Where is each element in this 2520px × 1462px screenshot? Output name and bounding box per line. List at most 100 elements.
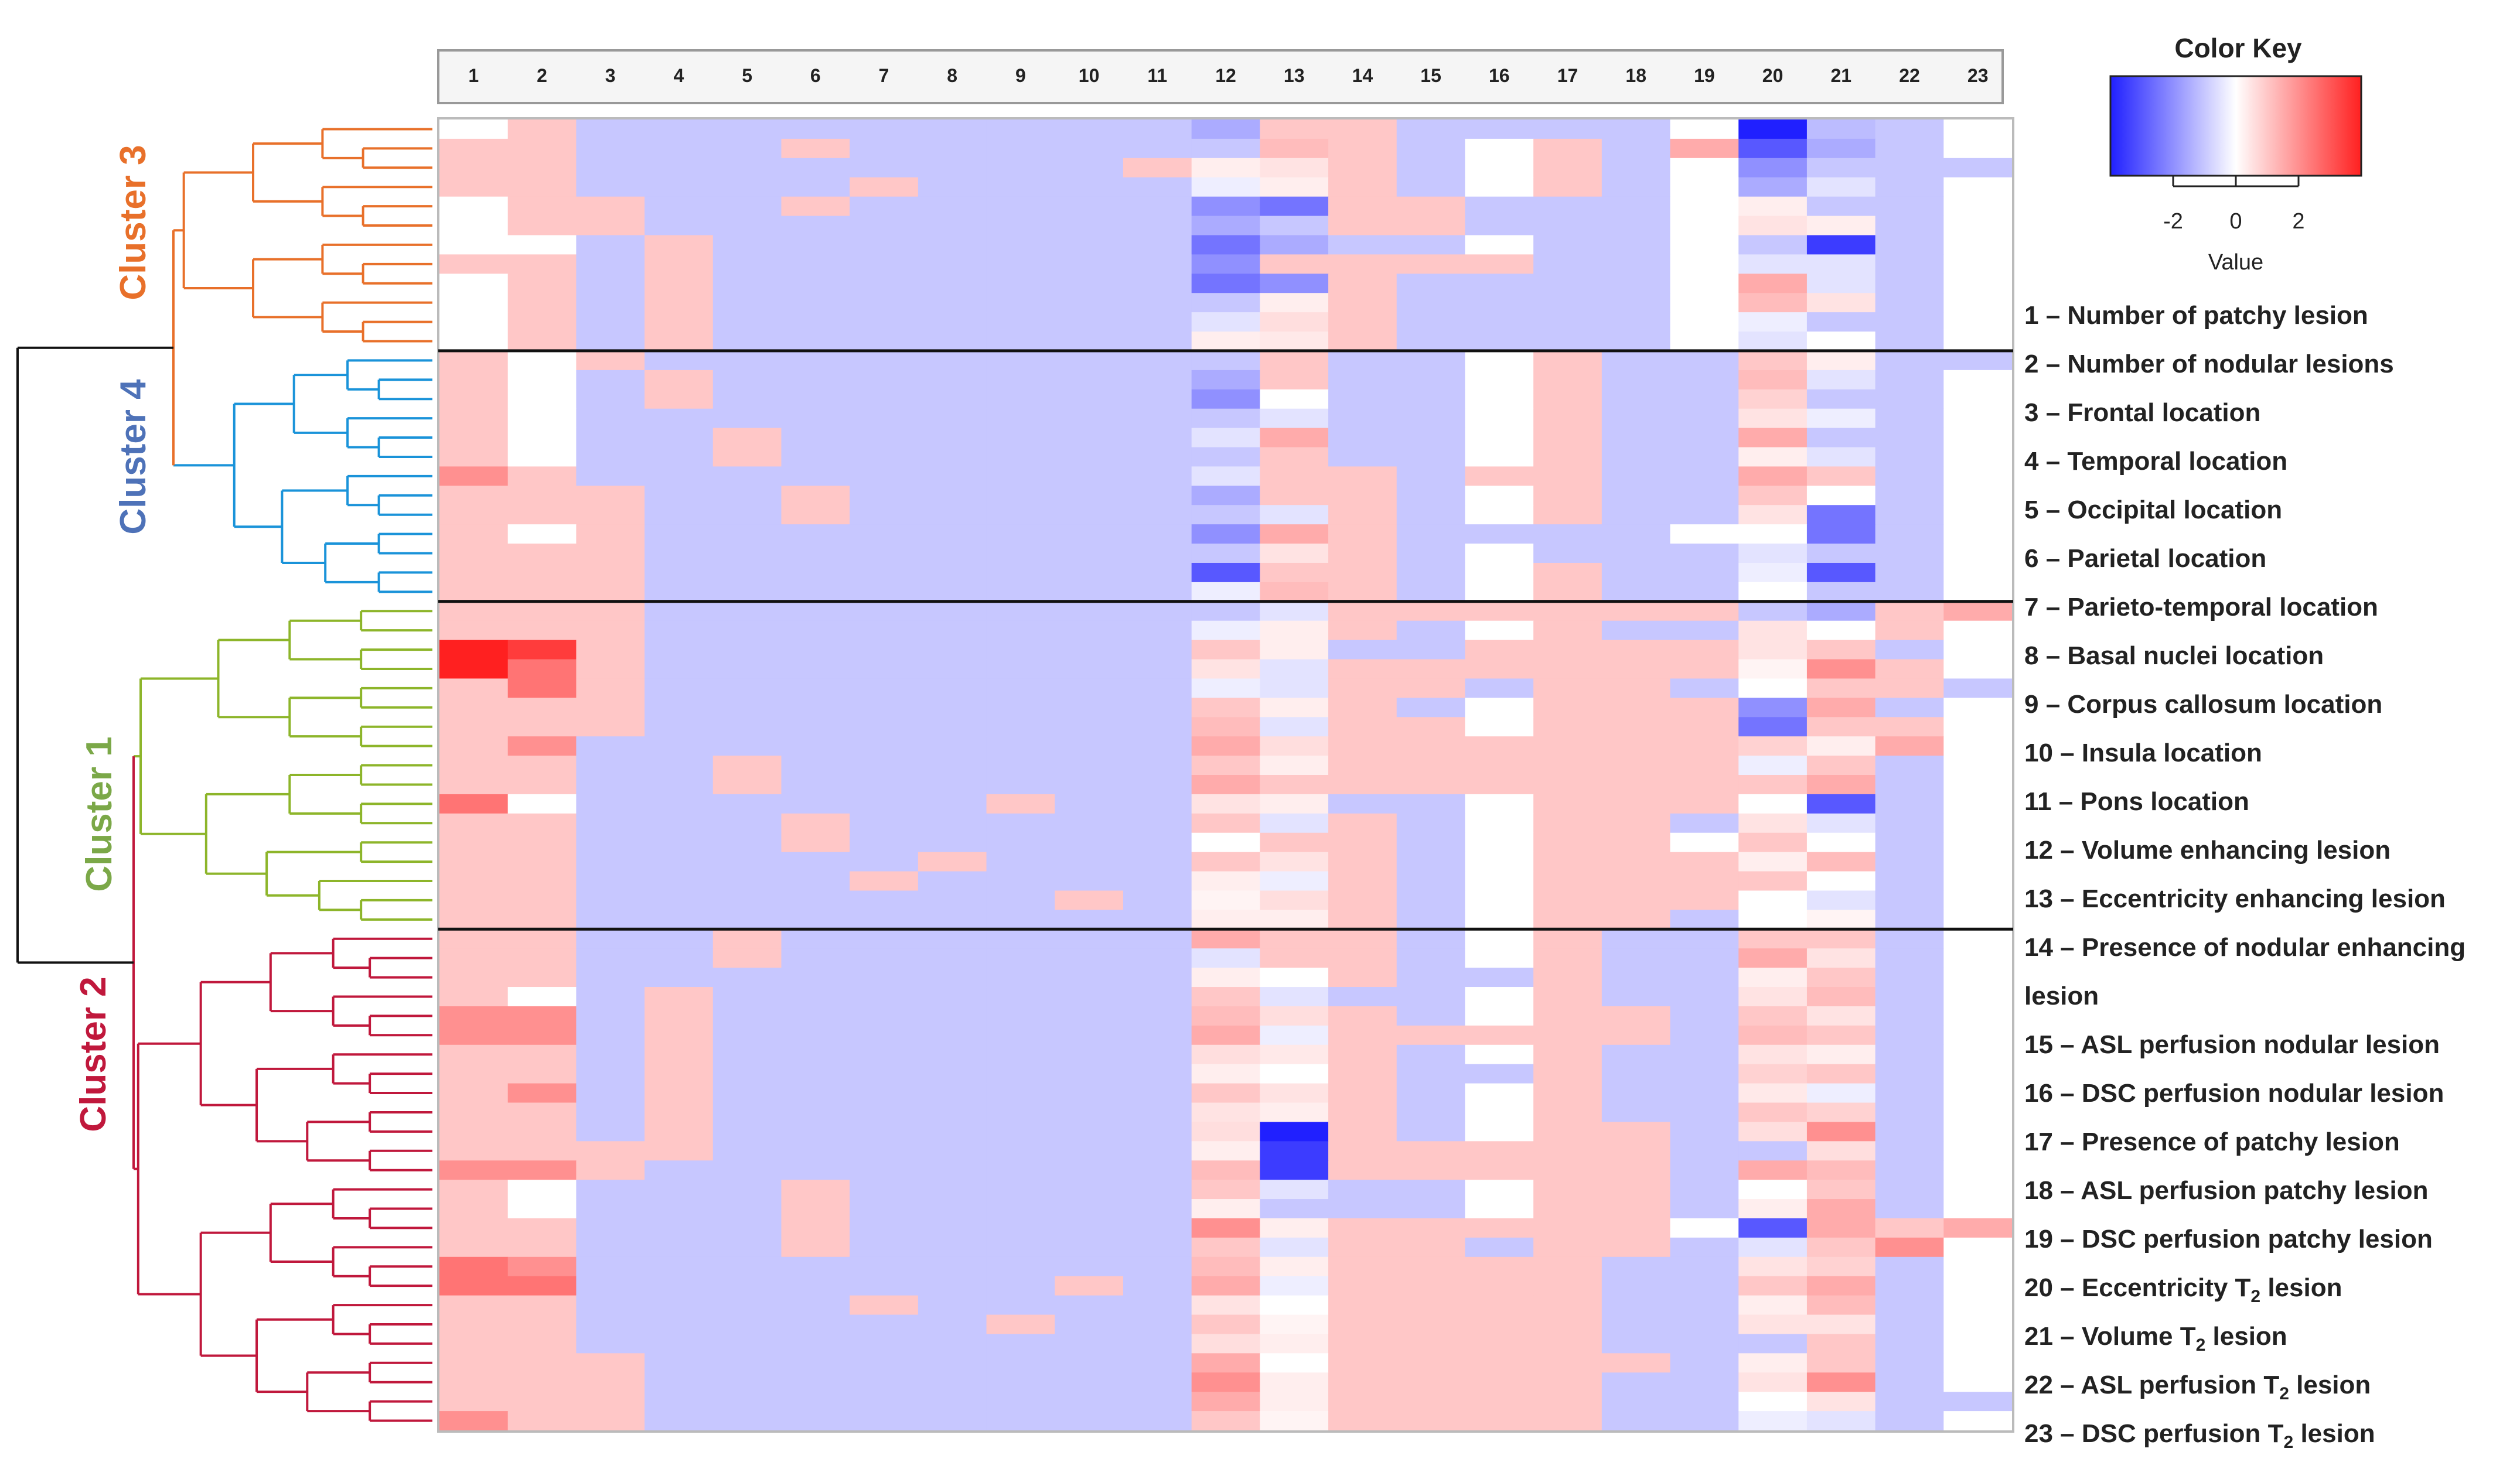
heatmap-cell [1260, 871, 1329, 891]
heatmap-cell [1465, 158, 1534, 178]
heatmap-cell [1260, 119, 1329, 139]
heatmap-cell [645, 370, 714, 390]
heatmap-cell [439, 293, 509, 313]
heatmap-cell [781, 582, 850, 602]
heatmap-cell [576, 486, 645, 505]
heatmap-cell [1328, 1025, 1397, 1046]
heatmap-cell [1396, 1044, 1466, 1065]
heatmap-cell [439, 1411, 509, 1431]
heatmap-cell [1533, 640, 1602, 660]
heatmap-cell [507, 312, 577, 332]
heatmap-cell [1943, 756, 2013, 776]
heatmap-cell [1465, 1199, 1534, 1219]
heatmap-cell [712, 1006, 782, 1026]
heatmap-cell [918, 1064, 987, 1084]
heatmap-cell [507, 254, 577, 274]
heatmap-cell [576, 196, 645, 217]
heatmap-cell [1738, 1334, 1808, 1354]
heatmap-cell [507, 370, 577, 390]
heatmap-cell [1670, 1256, 1739, 1277]
heatmap-cell [507, 717, 577, 737]
heatmap-cell [918, 1218, 987, 1238]
heatmap-cell [1191, 1044, 1260, 1065]
heatmap-cell [1123, 544, 1192, 563]
heatmap-cell [1191, 447, 1260, 467]
heatmap-cell [576, 312, 645, 332]
heatmap-cell [850, 678, 919, 698]
heatmap-cell [1533, 1334, 1602, 1354]
heatmap-cell [1191, 1218, 1260, 1238]
heatmap-cell [781, 447, 850, 467]
heatmap-cell [1533, 1044, 1602, 1065]
column-header-box [437, 49, 2004, 104]
heatmap-cell [1943, 620, 2013, 641]
heatmap-cell [576, 890, 645, 910]
heatmap-cell [439, 138, 509, 159]
heatmap-cell [850, 1160, 919, 1180]
heatmap-cell [918, 370, 987, 390]
heatmap-cell [439, 794, 509, 814]
heatmap-cell [645, 1102, 714, 1123]
heatmap-cell [1670, 794, 1739, 814]
heatmap-cell [576, 254, 645, 274]
heatmap-cell [850, 620, 919, 641]
heatmap-cell [918, 1044, 987, 1065]
heatmap-cell [1260, 196, 1329, 217]
heatmap-cell [1055, 794, 1124, 814]
heatmap-cell [1738, 968, 1808, 988]
legend-item: 13 – Eccentricity enhancing lesion [2024, 884, 2446, 913]
heatmap-cell [1943, 466, 2013, 486]
heatmap-cell [576, 736, 645, 756]
heatmap-cell [439, 1334, 509, 1354]
heatmap-cell [986, 852, 1055, 872]
heatmap-cell [1465, 466, 1534, 486]
heatmap-cell [1875, 948, 1944, 968]
heatmap-cell [439, 1199, 509, 1219]
heatmap-cell [1738, 312, 1808, 332]
heatmap-cell [712, 274, 782, 293]
heatmap-cell [712, 293, 782, 313]
heatmap-cell [507, 389, 577, 409]
heatmap-cell [781, 832, 850, 853]
heatmap-cell [1396, 601, 1466, 621]
heatmap-cell [1191, 640, 1260, 660]
heatmap-cell [712, 1314, 782, 1335]
heatmap-cell [645, 254, 714, 274]
heatmap-cell [507, 216, 577, 236]
heatmap-cell [1396, 1102, 1466, 1123]
heatmap-cell [1738, 756, 1808, 776]
heatmap-cell [850, 544, 919, 563]
heatmap-cell [986, 466, 1055, 486]
heatmap-cell [1328, 813, 1397, 834]
heatmap-cell [712, 871, 782, 891]
heatmap-cell [439, 1218, 509, 1238]
heatmap-cell [1943, 332, 2013, 351]
heatmap-cell [986, 968, 1055, 988]
heatmap-cell [1465, 1083, 1534, 1104]
heatmap-cell [1601, 524, 1671, 544]
heatmap-cell [918, 428, 987, 448]
heatmap-cell [507, 1237, 577, 1258]
heatmap-cell [1328, 929, 1397, 949]
heatmap-cell [1123, 1064, 1192, 1084]
heatmap-cell [1943, 177, 2013, 197]
heatmap-cell [1123, 119, 1192, 139]
heatmap-cell [918, 852, 987, 872]
heatmap-cell [1806, 332, 1876, 351]
heatmap-cell [918, 1199, 987, 1219]
heatmap-cell [645, 466, 714, 486]
heatmap-cell [918, 350, 987, 371]
heatmap-cell [1465, 1064, 1534, 1084]
heatmap-cell [439, 832, 509, 853]
heatmap-cell [1601, 775, 1671, 795]
heatmap-cell [986, 428, 1055, 448]
heatmap-cell [1806, 1392, 1876, 1412]
heatmap-cell [1260, 659, 1329, 679]
heatmap-cell [1123, 1314, 1192, 1335]
heatmap-cell [1943, 1256, 2013, 1277]
heatmap-cell [645, 119, 714, 139]
legend-item: 8 – Basal nuclei location [2024, 641, 2324, 670]
heatmap-cell [1601, 698, 1671, 718]
heatmap-cell [439, 871, 509, 891]
heatmap-cell [1738, 1218, 1808, 1238]
